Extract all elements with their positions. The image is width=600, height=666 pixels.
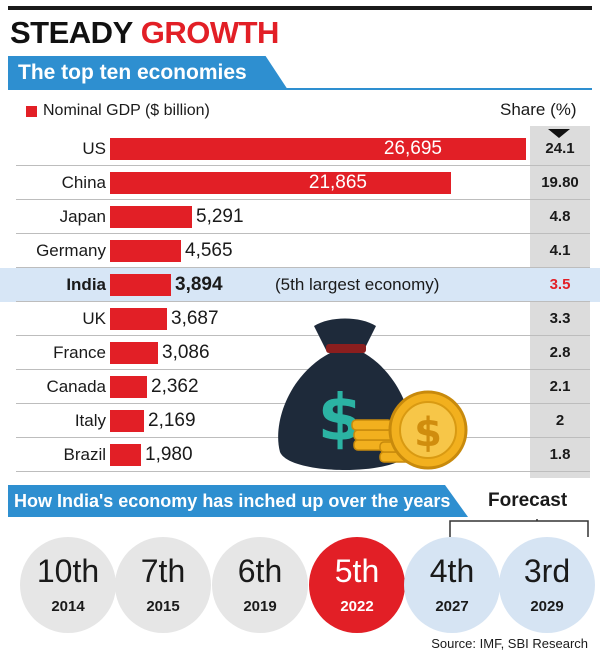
rank-year: 2022 xyxy=(340,598,374,615)
row-separator xyxy=(16,199,590,200)
rank-label: 7th xyxy=(140,553,186,589)
value-label: 2,362 xyxy=(151,376,199,397)
rank-year: 2019 xyxy=(243,598,277,615)
category-label: Italy xyxy=(74,411,106,430)
forecast-bracket xyxy=(449,519,589,537)
value-label: 3,687 xyxy=(171,308,219,329)
share-value: 3.5 xyxy=(549,276,571,293)
share-value: 24.1 xyxy=(545,140,575,157)
category-label: Germany xyxy=(36,241,106,260)
chart-row: Germany 4,565 4.1 xyxy=(0,234,600,268)
chart-row: UK 3,687 3.3 xyxy=(0,302,600,336)
category-label: Brazil xyxy=(63,445,106,464)
value-label: 21,865 xyxy=(308,172,367,193)
chart-banner: The top ten economies xyxy=(8,56,288,90)
row-separator xyxy=(16,369,590,370)
gdp-bar xyxy=(110,172,451,194)
gdp-bar xyxy=(110,274,171,296)
rank-circle: 4th 2027 xyxy=(404,537,500,633)
banner-rule xyxy=(8,88,592,90)
gdp-bar xyxy=(110,240,181,262)
share-value: 2 xyxy=(555,412,565,429)
category-label: France xyxy=(53,343,106,362)
row-separator xyxy=(16,471,590,472)
chart-row: US 26,695 24.1 xyxy=(0,132,600,166)
category-label: Canada xyxy=(46,377,106,396)
value-label: 4,565 xyxy=(185,240,233,261)
rank-year: 2027 xyxy=(435,598,469,615)
row-separator xyxy=(16,335,590,336)
rank-year: 2014 xyxy=(51,598,85,615)
headline: STEADY GROWTH xyxy=(10,14,279,52)
category-label: India xyxy=(66,275,106,294)
category-label: US xyxy=(82,139,106,158)
category-label: UK xyxy=(82,309,106,328)
share-column-background xyxy=(530,126,590,478)
gdp-bar xyxy=(110,138,526,160)
row-separator xyxy=(16,267,590,268)
chart-row: Brazil 1,980 1.8 xyxy=(0,438,600,472)
chart-row: India 3,894 (5th largest economy) 3.5 xyxy=(0,268,600,302)
headline-word-1: STEADY xyxy=(10,15,133,50)
svg-text:$: $ xyxy=(414,410,442,456)
value-label: 5,291 xyxy=(196,206,244,227)
chart-row: France 3,086 2.8 xyxy=(0,336,600,370)
gdp-bar xyxy=(110,206,192,228)
category-label: Japan xyxy=(59,207,106,226)
value-label: 2,169 xyxy=(148,410,196,431)
rank-label: 6th xyxy=(237,553,283,589)
gdp-bar xyxy=(110,342,158,364)
rank-label: 5th xyxy=(334,553,380,589)
source-note: Source: IMF, SBI Research xyxy=(431,636,588,651)
value-label: 3,086 xyxy=(162,342,210,363)
money-bag-icon: $ $ xyxy=(278,318,468,470)
legend-swatch xyxy=(26,105,37,117)
rank-year: 2029 xyxy=(530,598,564,615)
share-value: 2.1 xyxy=(549,378,571,395)
forecast-label: Forecast xyxy=(488,490,568,511)
legend: Nominal GDP ($ billion) xyxy=(26,102,210,120)
share-value: 4.1 xyxy=(549,242,571,259)
progress-banner: How India's economy has inched up over t… xyxy=(8,485,468,517)
top-rule xyxy=(8,6,592,10)
chart-banner-label: The top ten economies xyxy=(18,61,247,84)
rank-label: 4th xyxy=(429,553,475,589)
share-value: 2.8 xyxy=(549,344,571,361)
value-label: 1,980 xyxy=(145,444,193,465)
headline-word-2: GROWTH xyxy=(140,15,280,50)
rank-year: 2015 xyxy=(146,598,180,615)
category-label: China xyxy=(61,173,106,192)
rank-circle: 7th 2015 xyxy=(115,537,211,633)
rank-label: 3rd xyxy=(523,553,571,589)
share-marker-icon xyxy=(548,129,570,138)
gdp-bar xyxy=(110,410,144,432)
value-label: 26,695 xyxy=(383,138,442,159)
highlight-note: (5th largest economy) xyxy=(275,275,440,294)
progress-banner-label: How India's economy has inched up over t… xyxy=(14,491,451,511)
rank-circle: 6th 2019 xyxy=(212,537,308,633)
value-label: 3,894 xyxy=(175,274,223,295)
rank-circle: 3rd 2029 xyxy=(499,537,595,633)
chart-row: Japan 5,291 4.8 xyxy=(0,200,600,234)
gdp-bar xyxy=(110,308,167,330)
gdp-bar xyxy=(110,444,141,466)
row-separator xyxy=(16,233,590,234)
share-value: 19.80 xyxy=(541,174,579,191)
share-value: 4.8 xyxy=(549,208,571,225)
row-separator xyxy=(16,301,590,302)
chart-row: China 21,865 19.80 xyxy=(0,166,600,200)
share-column-header: Share (%) xyxy=(500,100,577,119)
share-value: 1.8 xyxy=(549,446,571,463)
legend-label: Nominal GDP ($ billion) xyxy=(43,102,210,119)
rank-circle: 10th 2014 xyxy=(20,537,116,633)
row-separator xyxy=(16,165,590,166)
gdp-bar xyxy=(110,376,147,398)
share-value: 3.3 xyxy=(549,310,571,327)
rank-label: 10th xyxy=(36,553,100,589)
rank-circle: 5th 2022 xyxy=(309,537,405,633)
